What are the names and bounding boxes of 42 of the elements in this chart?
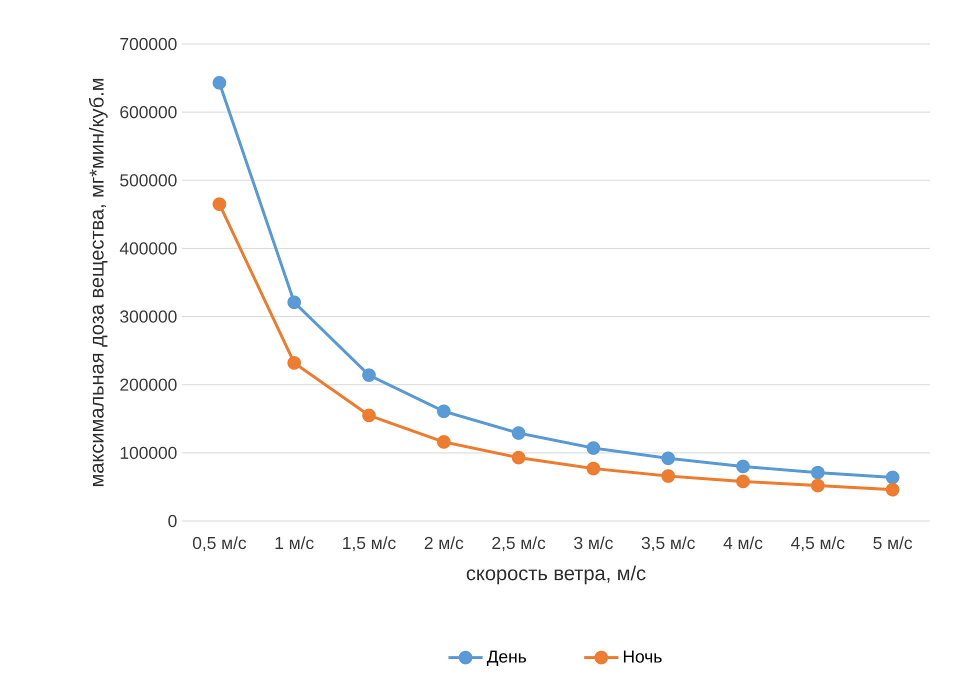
y-tick-label: 0 bbox=[168, 514, 177, 528]
point bbox=[661, 469, 676, 483]
point bbox=[437, 404, 451, 418]
point bbox=[811, 478, 825, 492]
x-tick-label: 2,5 м/с bbox=[492, 536, 546, 552]
x-tick-label: 2 м/с bbox=[424, 536, 464, 550]
point bbox=[736, 460, 750, 474]
point bbox=[736, 474, 750, 488]
point bbox=[362, 368, 376, 382]
y-tick-label: 300000 bbox=[120, 310, 177, 323]
legend-label: Ночь bbox=[624, 650, 662, 663]
point bbox=[586, 462, 600, 476]
legend-label: День bbox=[486, 650, 526, 666]
y-tick-label: 200000 bbox=[120, 378, 177, 391]
x-tick-label: 4,5 м/с bbox=[791, 536, 845, 552]
point bbox=[811, 466, 825, 480]
point bbox=[512, 426, 526, 440]
y-tick-label: 500000 bbox=[120, 174, 177, 186]
y-tick-label: 100000 bbox=[120, 446, 177, 459]
point bbox=[212, 76, 226, 90]
point bbox=[287, 356, 302, 370]
point bbox=[886, 470, 900, 484]
x-tick-label: 3 м/с bbox=[574, 536, 613, 550]
x-tick-label: 3,5 м/с bbox=[642, 536, 695, 552]
x-tick-label: 1 м/с bbox=[276, 536, 314, 550]
point bbox=[661, 452, 676, 466]
x-tick-label: 1,5 м/с bbox=[343, 536, 396, 552]
point bbox=[886, 482, 900, 496]
x-tick-label: 5 м/с bbox=[873, 536, 912, 550]
point bbox=[512, 450, 526, 464]
point bbox=[212, 197, 226, 211]
y-tick-label: 400000 bbox=[120, 242, 177, 255]
point bbox=[287, 295, 302, 310]
y-tick-label: 700000 bbox=[120, 38, 177, 50]
point bbox=[437, 435, 451, 449]
point bbox=[362, 408, 376, 422]
x-tick-label: 4 м/с bbox=[723, 536, 762, 550]
y-tick-label: 600000 bbox=[120, 106, 177, 118]
x-tick-label: 0,5 м/с bbox=[192, 536, 246, 552]
x-axis-title: скорость ветра, м/с bbox=[466, 566, 646, 584]
y-axis-title: максимальная доза вещества, мг*мин/куб.м bbox=[88, 78, 108, 486]
point bbox=[586, 441, 600, 455]
